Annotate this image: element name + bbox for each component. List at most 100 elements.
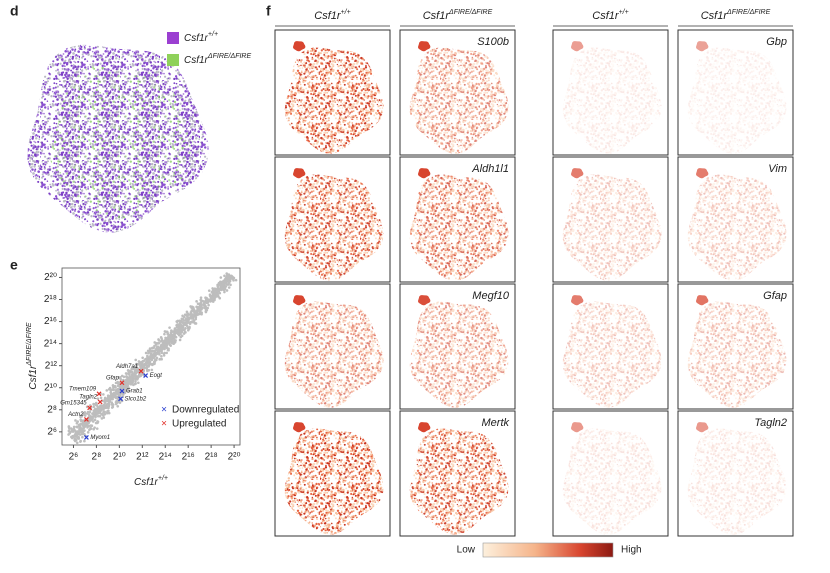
- feature-map: [562, 428, 662, 535]
- feature-map: [284, 428, 384, 535]
- gene-label: Aldh1l1: [471, 163, 509, 175]
- y-tick-label: 2¹⁰: [44, 382, 57, 393]
- y-tick-label: 2⁸: [47, 404, 57, 415]
- feature-cluster: [696, 422, 709, 433]
- feature-cluster: [418, 422, 431, 433]
- point: [119, 380, 125, 386]
- point-label: Gm15345: [60, 400, 87, 406]
- point: [84, 416, 89, 422]
- tsne-green: [50, 66, 195, 220]
- feature-cluster: [293, 41, 306, 52]
- point: [87, 405, 93, 411]
- label-base: Csf1r: [134, 477, 159, 488]
- x-tick-label: 2¹⁸: [205, 452, 218, 463]
- x-tick-label: 2¹²: [136, 452, 149, 463]
- point-label: Aldh7a1: [115, 364, 138, 370]
- point-label: Slco1b2: [125, 396, 147, 402]
- feature-cluster: [696, 168, 709, 179]
- panel-letter: e: [10, 257, 18, 273]
- label-sup: +/+: [341, 9, 351, 16]
- y-tick-label: 2²⁰: [44, 272, 57, 283]
- gene-label: Megf10: [472, 290, 510, 302]
- feature-map: [409, 47, 509, 154]
- legend-swatch: [167, 54, 179, 66]
- label-base: Csf1r: [701, 10, 729, 22]
- y-tick-label: 2⁶: [47, 426, 57, 437]
- label-sup: +/+: [158, 475, 168, 482]
- label: Csf1rΔFIRE/ΔFIRE: [701, 9, 771, 22]
- panel-letter: f: [266, 3, 271, 19]
- legend-marker: ×: [161, 405, 167, 416]
- x-tick-label: 2¹⁴: [159, 452, 172, 463]
- point: [84, 435, 89, 440]
- feature-cluster: [696, 295, 709, 306]
- x-tick-label: 2¹⁰: [113, 452, 126, 463]
- point-label: Grab1: [126, 389, 143, 395]
- label-base: Csf1r: [184, 55, 209, 66]
- label: Csf1r+/+: [592, 9, 628, 22]
- point-label: Tagln2: [79, 394, 97, 400]
- gene-label: Mertk: [482, 417, 510, 429]
- gene-label: S100b: [477, 36, 509, 48]
- legend-marker: ×: [161, 419, 167, 430]
- label-sup: +/+: [619, 9, 629, 16]
- label-base: Csf1r: [314, 10, 342, 22]
- point-label: Tmem109: [69, 386, 97, 392]
- label: Csf1rΔFIRE/ΔFIRE: [26, 322, 39, 389]
- feature-map: [284, 174, 384, 281]
- feature-cluster: [418, 168, 431, 179]
- colorbar-high: High: [621, 545, 642, 556]
- point: [138, 368, 144, 374]
- y-tick-label: 2¹⁶: [44, 316, 57, 327]
- point: [97, 399, 103, 405]
- label-base: Csf1r: [423, 10, 451, 22]
- feature-map: [409, 301, 509, 408]
- feature-cluster: [418, 295, 431, 306]
- feature-map: [562, 174, 662, 281]
- point: [118, 396, 123, 402]
- label-sup: ΔFIRE/ΔFIRE: [448, 9, 493, 16]
- feature-cluster: [293, 168, 306, 179]
- feature-cluster: [571, 295, 584, 306]
- point: [143, 373, 149, 378]
- feature-cluster: [571, 41, 584, 52]
- feature-cluster: [571, 168, 584, 179]
- point-label: Gfap: [106, 375, 120, 381]
- x-tick-label: 2²⁰: [228, 452, 241, 463]
- label-sup: ΔFIRE/ΔFIRE: [26, 322, 33, 367]
- feature-map: [562, 47, 662, 154]
- x-tick-label: 2¹⁶: [182, 452, 195, 463]
- panel-letter: d: [10, 3, 19, 19]
- point-label: Eogt: [150, 373, 163, 379]
- point-label: Myom1: [90, 435, 110, 441]
- label-base: Csf1r: [28, 365, 39, 390]
- feature-map: [687, 301, 787, 408]
- feature-map: [409, 174, 509, 281]
- label: Csf1r+/+: [184, 31, 218, 44]
- x-tick-label: 2⁶: [69, 452, 79, 463]
- label-base: Csf1r: [592, 10, 620, 22]
- feature-map: [284, 301, 384, 408]
- label-sup: ΔFIRE/ΔFIRE: [726, 9, 771, 16]
- plot-frame: [61, 267, 241, 446]
- feature-map: [687, 47, 787, 154]
- feature-map: [284, 47, 384, 154]
- legend-label: Downregulated: [172, 405, 239, 416]
- feature-cluster: [293, 422, 306, 433]
- label-base: Csf1r: [184, 33, 209, 44]
- gene-label: Vim: [768, 163, 787, 175]
- feature-map: [687, 174, 787, 281]
- label: Csf1rΔFIRE/ΔFIRE: [184, 53, 251, 66]
- feature-map: [409, 428, 509, 535]
- colorbar: [482, 542, 614, 558]
- label: Csf1rΔFIRE/ΔFIRE: [423, 9, 493, 22]
- legend-label: Upregulated: [172, 419, 226, 430]
- feature-cluster: [696, 41, 709, 52]
- label-sup: +/+: [208, 31, 218, 38]
- point: [96, 391, 102, 397]
- feature-cluster: [418, 41, 431, 52]
- gene-label: Tagln2: [754, 417, 787, 429]
- label: Csf1r+/+: [314, 9, 350, 22]
- point-label: Actn2: [67, 412, 84, 418]
